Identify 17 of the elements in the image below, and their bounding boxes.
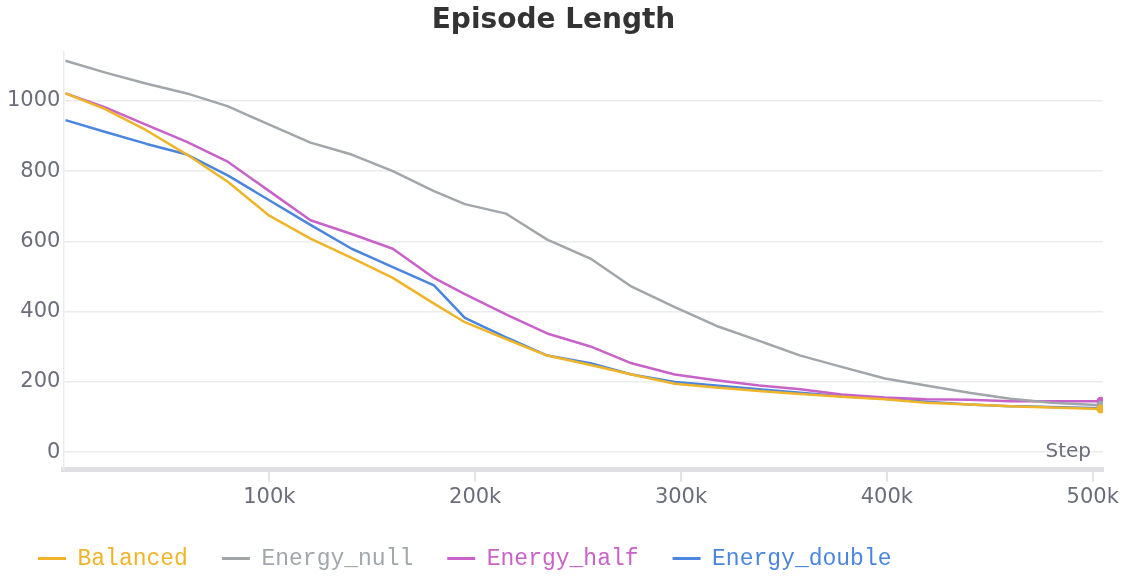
legend-label: Energy_half: [486, 545, 639, 572]
y-tick-label: 1000: [6, 87, 61, 112]
x-tick-label: 200k: [449, 483, 503, 508]
y-tick-label: 600: [20, 227, 61, 252]
chart-title: Episode Length: [431, 2, 676, 36]
x-tick-label: 400k: [860, 483, 914, 508]
x-tick-label: 100k: [243, 483, 297, 508]
legend-label: Energy_double: [712, 545, 892, 572]
legend-label: Balanced: [77, 545, 188, 572]
legend-label: Energy_null: [261, 545, 414, 572]
x-tick-label: 300k: [654, 483, 708, 508]
x-axis-title: Step: [1045, 438, 1091, 462]
x-tick-label: 500k: [1066, 483, 1120, 508]
y-tick-label: 400: [20, 298, 61, 323]
y-tick-label: 800: [20, 157, 61, 182]
y-tick-label: 0: [47, 438, 61, 463]
y-tick-label: 200: [20, 368, 61, 393]
